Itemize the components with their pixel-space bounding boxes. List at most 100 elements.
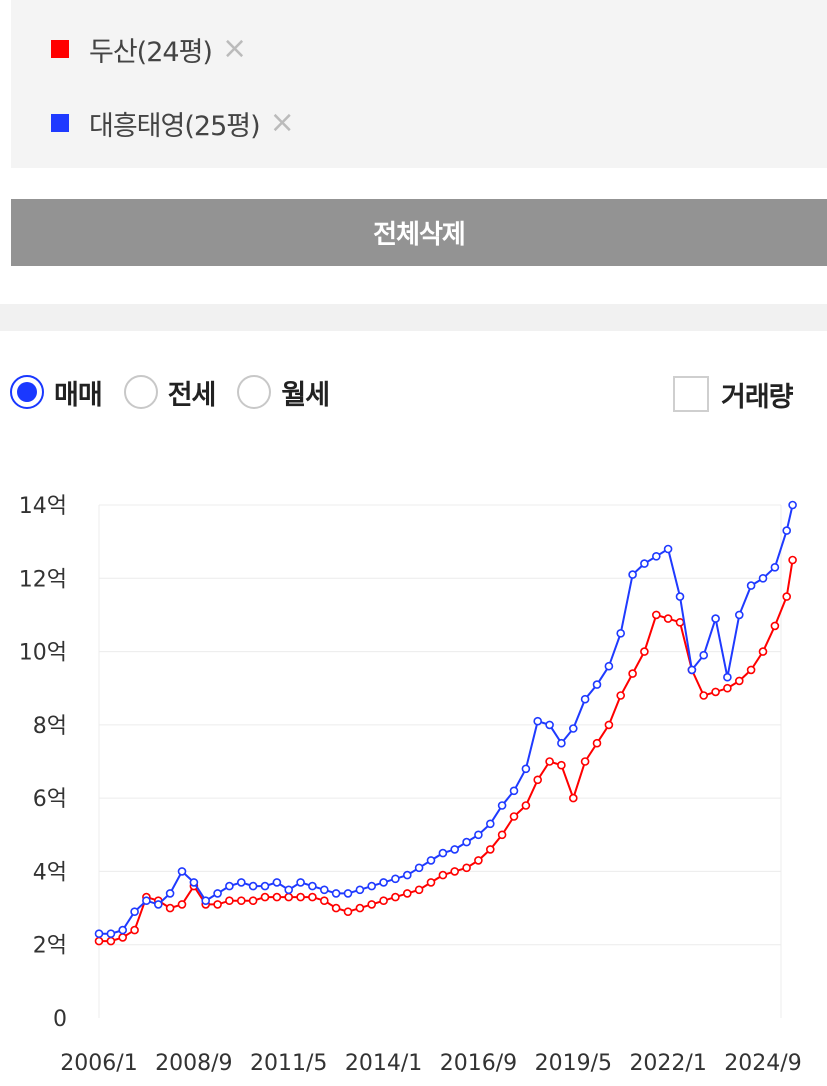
- data-point: [699, 691, 709, 700]
- data-point: [788, 500, 797, 510]
- data-point: [106, 929, 116, 939]
- data-point: [165, 889, 175, 898]
- data-point: [651, 610, 661, 620]
- data-point: [319, 896, 329, 906]
- radio-unchecked-icon[interactable]: [237, 375, 272, 409]
- data-point: [545, 757, 554, 766]
- data-point: [177, 867, 187, 876]
- data-point: [675, 592, 685, 601]
- data-point: [142, 896, 151, 906]
- data-point: [225, 881, 234, 891]
- data-point: [604, 661, 614, 671]
- data-point: [509, 786, 519, 796]
- data-point: [474, 856, 483, 865]
- data-point: [414, 863, 424, 873]
- data-point: [557, 738, 566, 748]
- data-point: [308, 881, 317, 891]
- data-point: [284, 885, 294, 895]
- legend-swatch-red: [51, 40, 69, 58]
- y-tick-label: 12억: [19, 567, 67, 592]
- data-point: [225, 896, 234, 906]
- delete-all-button[interactable]: 전체삭제: [11, 199, 827, 266]
- data-point: [379, 878, 388, 887]
- data-point: [402, 889, 412, 898]
- legend-label: 대흥태영(25평): [89, 110, 261, 142]
- data-point: [734, 610, 744, 620]
- data-point: [533, 716, 543, 726]
- data-point: [663, 614, 673, 623]
- data-point: [687, 665, 697, 675]
- data-point: [474, 830, 483, 840]
- data-point: [723, 672, 732, 682]
- data-point: [237, 878, 246, 887]
- data-point: [616, 691, 626, 700]
- data-point: [663, 544, 673, 554]
- close-icon[interactable]: ×: [269, 105, 295, 140]
- data-point: [616, 629, 626, 638]
- x-tick-label: 2008/9: [155, 1051, 232, 1076]
- data-point: [568, 793, 578, 803]
- radio-sale[interactable]: 매매: [10, 373, 103, 412]
- radio-checked-icon[interactable]: [10, 375, 44, 409]
- data-point: [509, 812, 519, 821]
- data-point: [604, 720, 614, 730]
- data-point: [248, 881, 258, 891]
- x-tick-label: 2014/1: [345, 1051, 422, 1076]
- data-point: [699, 650, 709, 660]
- data-point: [296, 892, 305, 902]
- data-point: [568, 724, 578, 733]
- volume-toggle[interactable]: 거래량: [673, 374, 794, 414]
- data-point: [788, 555, 797, 565]
- data-point: [379, 896, 388, 906]
- data-point: [426, 878, 436, 887]
- y-tick-label: 10억: [19, 641, 67, 666]
- data-point: [485, 819, 495, 829]
- data-point: [592, 680, 602, 689]
- volume-checkbox[interactable]: [673, 376, 709, 412]
- data-point: [438, 870, 448, 880]
- data-point: [201, 896, 210, 906]
- selected-complex-legend: 두산(24평) × 대흥태영(25평) ×: [11, 0, 827, 168]
- data-point: [746, 581, 756, 590]
- data-point: [640, 647, 649, 656]
- data-point: [640, 559, 649, 568]
- data-point: [391, 874, 400, 884]
- data-point: [533, 775, 543, 785]
- data-point: [770, 621, 780, 631]
- data-point: [260, 881, 270, 891]
- data-point: [675, 618, 685, 627]
- series-line-1: [99, 559, 794, 943]
- data-point: [414, 885, 424, 895]
- radio-jeonse[interactable]: 전세: [123, 373, 216, 412]
- data-point: [367, 900, 377, 909]
- data-point: [580, 694, 590, 704]
- radio-unchecked-icon[interactable]: [123, 375, 158, 409]
- data-point: [355, 885, 365, 895]
- x-tick-label: 2016/9: [440, 1051, 517, 1076]
- data-point: [106, 936, 116, 946]
- data-point: [723, 683, 732, 693]
- data-point: [628, 669, 637, 678]
- data-point: [450, 867, 460, 876]
- data-point: [355, 903, 365, 913]
- data-point: [521, 801, 531, 810]
- series-line-2: [99, 504, 794, 935]
- data-point: [462, 837, 471, 847]
- radio-monthly-rent[interactable]: 월세: [237, 373, 330, 412]
- data-point: [438, 848, 448, 858]
- price-trend-chart: 0 2억 4억 6억 8억 10억 12억 14억 2006/1 2008/9 2011/5 2014…: [19, 494, 802, 1076]
- legend-item-daeheung-taeyoung: 대흥태영(25평) ×: [51, 103, 295, 143]
- data-point: [94, 929, 104, 939]
- data-point: [272, 892, 282, 902]
- data-point: [580, 757, 590, 766]
- data-point: [758, 574, 768, 583]
- data-point: [628, 570, 637, 579]
- data-point: [485, 845, 495, 854]
- data-point: [521, 764, 531, 774]
- data-point: [391, 892, 400, 902]
- data-point: [497, 801, 507, 810]
- data-point: [177, 900, 187, 909]
- close-icon[interactable]: ×: [221, 31, 247, 66]
- data-point: [213, 889, 222, 898]
- y-tick-label: 14억: [19, 494, 67, 519]
